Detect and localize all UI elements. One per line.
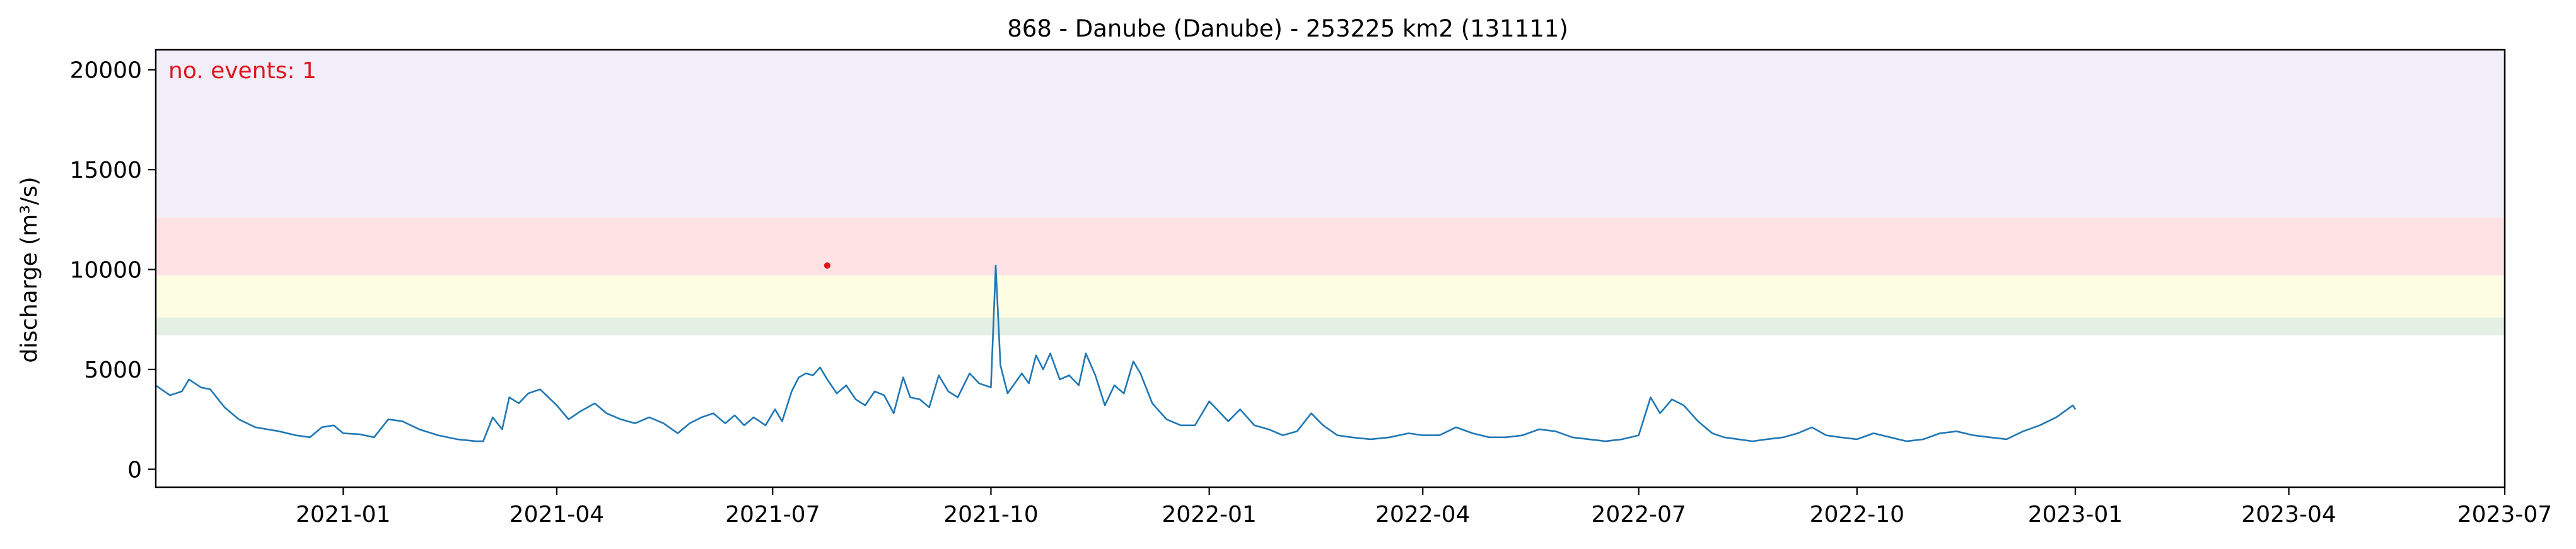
y-tick-label: 5000 (84, 357, 142, 383)
y-tick-label: 10000 (69, 258, 142, 284)
y-tick-label: 20000 (69, 58, 142, 84)
y-tick-label: 0 (127, 457, 142, 483)
x-tick-label: 2023-04 (2241, 502, 2336, 528)
x-tick-label: 2022-04 (1375, 502, 1470, 528)
x-tick-label: 2022-07 (1591, 502, 1686, 528)
x-tick-label: 2023-01 (2028, 502, 2123, 528)
x-tick-label: 2021-10 (943, 502, 1038, 528)
x-tick-label: 2021-01 (296, 502, 390, 528)
x-tick-label: 2022-01 (1162, 502, 1256, 528)
y-axis: 0 5000 10000 15000 20000 (69, 58, 156, 483)
x-tick-label: 2021-07 (725, 502, 820, 528)
event-marker-0 (824, 262, 830, 269)
y-tick-label: 15000 (69, 158, 142, 183)
threshold-band-1 (156, 275, 2505, 318)
x-tick-label: 2021-04 (510, 502, 604, 528)
threshold-bands (156, 50, 2505, 335)
event-count-annotation: no. events: 1 (168, 58, 317, 84)
y-axis-label: discharge (m³/s) (16, 176, 42, 362)
chart-title: 868 - Danube (Danube) - 253225 km2 (1311… (1007, 15, 1568, 42)
threshold-band-2 (156, 217, 2505, 275)
x-tick-label: 2022-10 (1810, 502, 1904, 528)
event-markers (824, 262, 830, 269)
threshold-band-0 (156, 318, 2505, 336)
threshold-band-3 (156, 50, 2505, 217)
x-axis: 2021-01 2021-04 2021-07 2021-10 2022-01 2022-… (296, 487, 2552, 528)
x-tick-label: 2023-07 (2457, 502, 2552, 528)
